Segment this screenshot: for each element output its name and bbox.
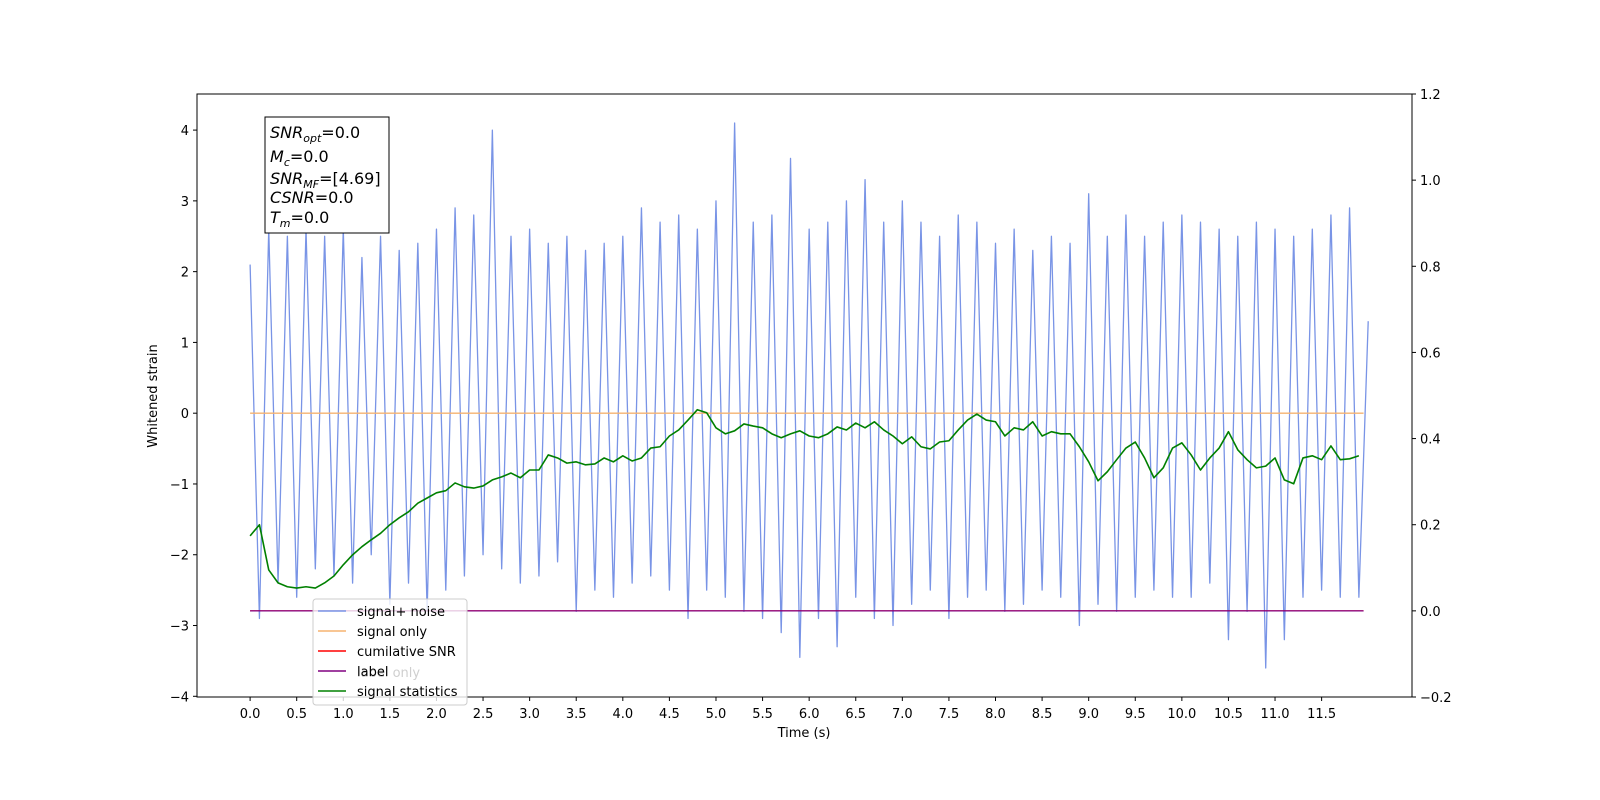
series-line [249, 408, 1360, 589]
y2-tick-label: 0.0 [1420, 605, 1441, 620]
y-tick-label: −2 [170, 549, 189, 564]
legend-label: label [357, 665, 388, 680]
y-tick-label: −1 [170, 478, 189, 493]
x-tick-label: 10.5 [1214, 707, 1243, 722]
x-tick-label: 9.5 [1125, 707, 1146, 722]
y-tick-label: 1 [181, 336, 189, 351]
x-tick-label: 6.5 [845, 707, 866, 722]
x-tick-label: 7.5 [939, 707, 960, 722]
annotation-box [264, 116, 390, 234]
y-tick-label: 3 [181, 195, 189, 210]
x-tick-label: 8.5 [1032, 707, 1053, 722]
annotation-value: =0.0 [291, 208, 330, 227]
annotation-symbol: SNR [270, 123, 303, 142]
x-tick-label: 1.0 [333, 707, 354, 722]
y2-tick-label: 0.8 [1420, 260, 1441, 275]
legend-label: cumilative SNR [357, 645, 456, 660]
annotation-line: CSNR=0.0 [270, 188, 354, 207]
annotation-subscript: opt [303, 132, 322, 145]
x-tick-label: 2.0 [426, 707, 447, 722]
y2-tick-label: 0.6 [1420, 346, 1441, 361]
annotation-symbol: CSNR [270, 188, 315, 207]
x-tick-label: 3.0 [519, 707, 540, 722]
annotation-line: SNRopt=0.0 [270, 123, 360, 145]
legend-hidden-label: label only [357, 666, 420, 681]
y-tick-label: 0 [181, 407, 189, 422]
annotation-value: =0.0 [315, 188, 354, 207]
annotation-subscript: m [280, 217, 291, 230]
legend-label: signal statistics [357, 685, 458, 700]
annotation-line: Tm=0.0 [270, 208, 329, 230]
annotation-value: =0.0 [321, 123, 360, 142]
y2-tick-label: 1.0 [1420, 174, 1441, 189]
axes-frame [196, 93, 1413, 698]
x-tick-label: 4.0 [612, 707, 633, 722]
x-tick-label: 10.0 [1167, 707, 1196, 722]
legend: label only signal+ noise signal only cumila… [312, 598, 468, 706]
x-tick-label: 11.5 [1307, 707, 1336, 722]
x-tick-label: 8.0 [985, 707, 1006, 722]
x-tick-label: 0.5 [286, 707, 307, 722]
x-tick-label: 2.5 [473, 707, 494, 722]
y-axis-label: Whitened strain [146, 344, 161, 447]
x-tick-label: 5.5 [752, 707, 773, 722]
annotation-line: Mc=0.0 [270, 147, 329, 169]
annotation-subscript: MF [303, 178, 319, 191]
annotation-symbol: SNR [270, 169, 303, 188]
x-tick-label: 4.5 [659, 707, 680, 722]
annotation: SNRopt=0.0Mc=0.0SNRMF=[4.69]CSNR=0.0Tm=0… [264, 116, 390, 234]
y2-tick-label: 1.2 [1420, 88, 1441, 103]
legend-box [312, 598, 468, 706]
x-tick-label: 3.5 [566, 707, 587, 722]
x-tick-label: 7.0 [892, 707, 913, 722]
series-line [249, 122, 1369, 669]
y-tick-label: 2 [181, 266, 189, 281]
x-tick-label: 9.0 [1078, 707, 1099, 722]
x-tick-label: 5.0 [706, 707, 727, 722]
annotation-value: =[4.69] [319, 169, 381, 188]
annotation-line: SNRMF=[4.69] [270, 169, 381, 191]
y2-tick-label: −0.2 [1420, 691, 1452, 706]
y-tick-label: −4 [170, 690, 189, 705]
x-axis-label: Time (s) [777, 726, 831, 741]
x-tick-label: 0.0 [240, 707, 261, 722]
y2-tick-label: 0.2 [1420, 519, 1441, 534]
x-tick-label: 6.0 [799, 707, 820, 722]
legend-label: signal only [357, 625, 427, 640]
annotation-symbol: M [270, 147, 284, 166]
y-tick-label: 4 [181, 124, 189, 139]
y2-tick-label: 0.4 [1420, 433, 1441, 448]
y-tick-label: −3 [170, 620, 189, 635]
annotation-symbol: T [270, 208, 281, 227]
x-tick-label: 11.0 [1261, 707, 1290, 722]
x-tick-label: 1.5 [380, 707, 401, 722]
legend-label: signal+ noise [357, 605, 445, 620]
annotation-subscript: c [284, 156, 290, 169]
annotation-value: =0.0 [290, 147, 329, 166]
